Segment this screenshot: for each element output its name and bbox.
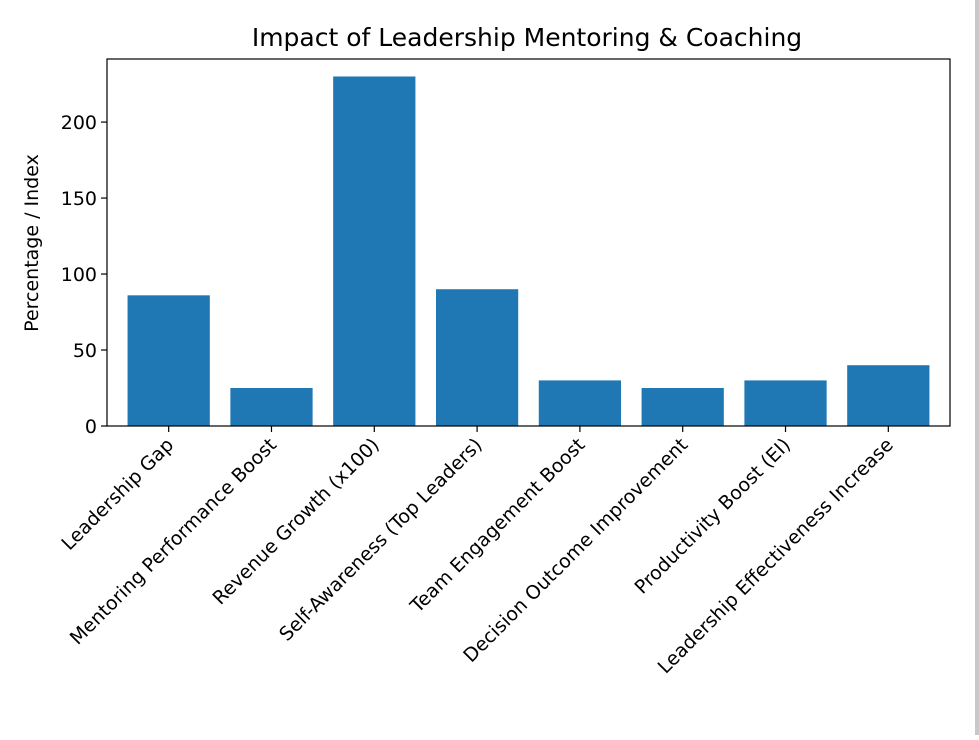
- y-tick-label: 150: [61, 188, 97, 210]
- window-edge: [975, 0, 979, 735]
- bar-1: [230, 388, 313, 426]
- y-tick-label: 50: [73, 340, 97, 362]
- bar-0: [127, 295, 210, 426]
- y-axis-label: Percentage / Index: [21, 154, 43, 332]
- bar-4: [538, 380, 622, 426]
- y-axis-ticks: 0 50 100 150 200: [61, 112, 107, 438]
- plot-area-frame: [106, 58, 951, 427]
- y-tick-label: 200: [61, 112, 97, 134]
- bar-6: [744, 380, 827, 426]
- y-tick-label: 0: [85, 416, 97, 438]
- bar-5: [641, 388, 724, 426]
- bar-3: [435, 289, 519, 426]
- y-tick-label: 100: [61, 264, 97, 286]
- bar-7: [847, 365, 930, 426]
- bars-group: [127, 76, 930, 426]
- bar-2: [333, 76, 416, 426]
- chart-title: Impact of Leadership Mentoring & Coachin…: [252, 23, 802, 52]
